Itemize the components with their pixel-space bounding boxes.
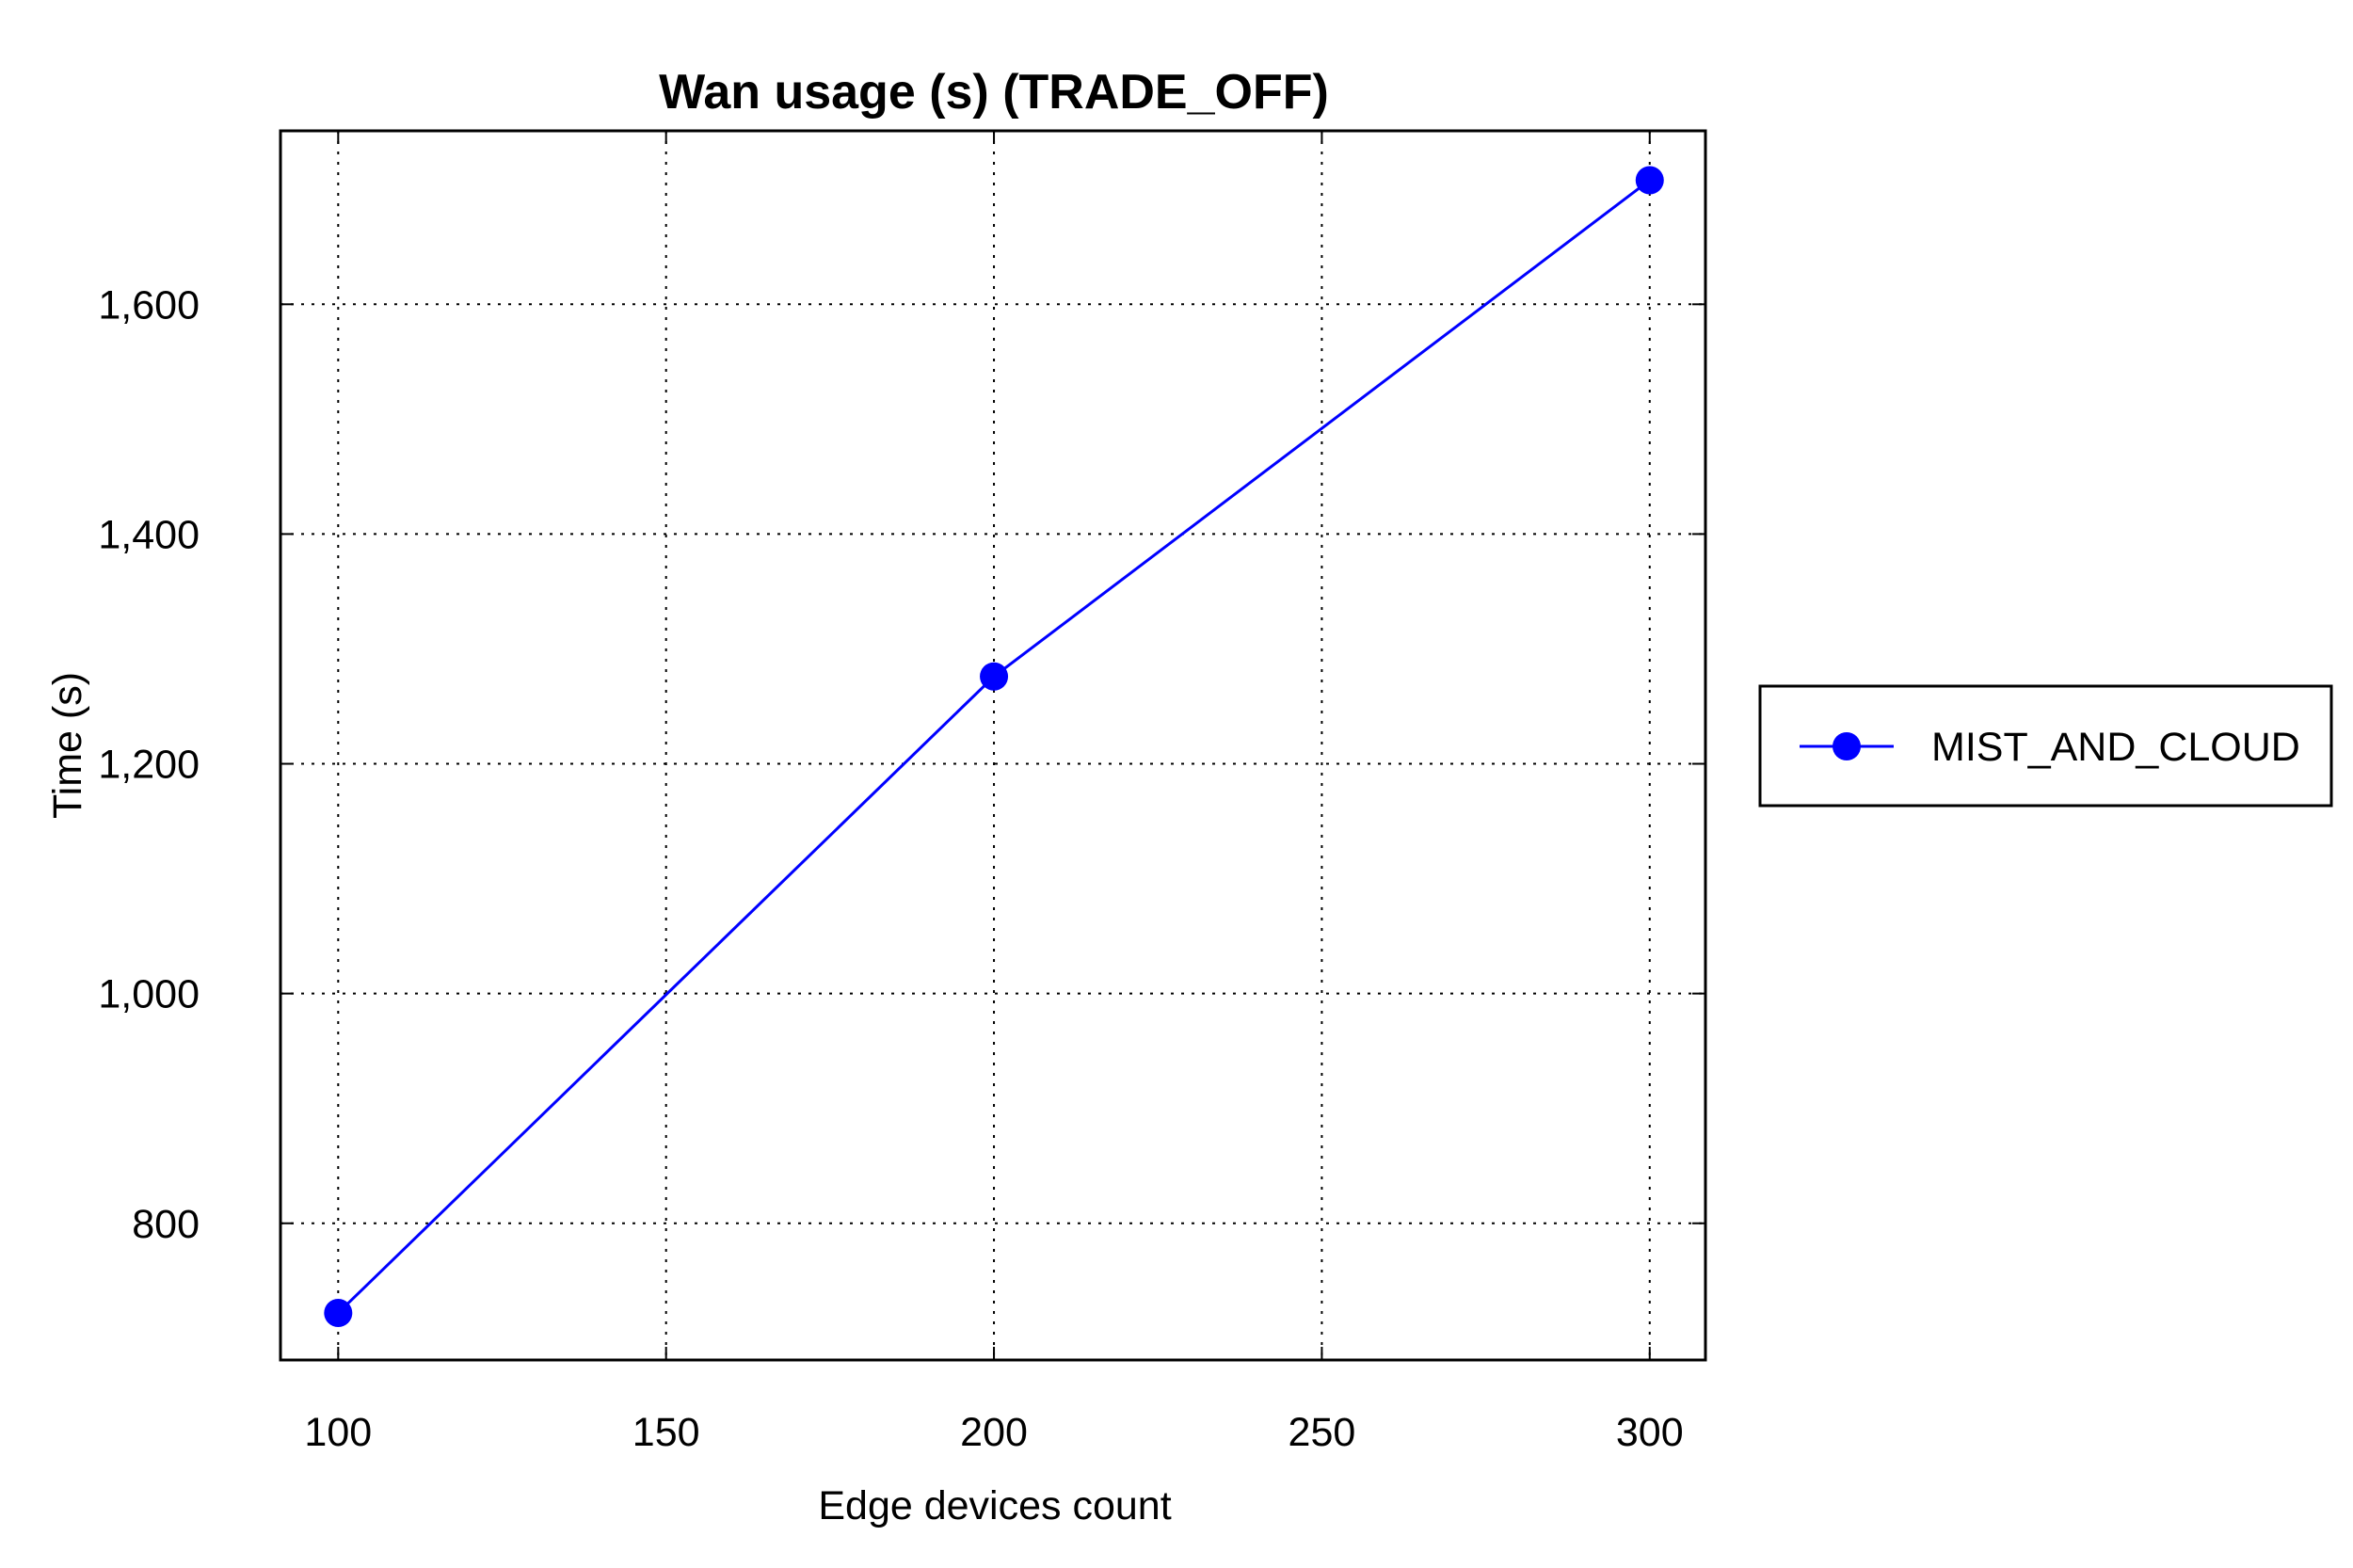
y-tick-labels: 800 1,000 1,200 1,400 1,600 <box>98 282 200 1246</box>
x-tick-labels: 100 150 200 250 300 <box>304 1410 1683 1455</box>
legend-marker <box>1833 732 1861 760</box>
data-series <box>324 166 1664 1327</box>
data-point <box>980 662 1009 691</box>
axis-ticks <box>280 131 1705 1360</box>
x-tick-label: 100 <box>304 1410 372 1455</box>
y-tick-label: 1,600 <box>98 282 200 328</box>
y-tick-label: 1,400 <box>98 512 200 557</box>
x-tick-label: 150 <box>632 1410 700 1455</box>
y-tick-label: 1,000 <box>98 972 200 1017</box>
x-axis-label: Edge devices count <box>818 1483 1171 1528</box>
legend: MIST_AND_CLOUD <box>1758 684 2333 808</box>
y-tick-label: 800 <box>132 1202 200 1247</box>
data-point <box>324 1298 353 1327</box>
plot-area-frame <box>279 129 1707 1362</box>
x-tick-label: 200 <box>960 1410 1028 1455</box>
x-tick-label: 250 <box>1289 1410 1356 1455</box>
x-tick-label: 300 <box>1616 1410 1684 1455</box>
y-tick-label: 1,200 <box>98 743 200 788</box>
legend-label-mist-and-cloud: MIST_AND_CLOUD <box>1931 725 2300 770</box>
y-axis-label: Time (s) <box>45 672 90 819</box>
data-point <box>1635 166 1664 195</box>
chart-title: Wan usage (s) (TRADE_OFF) <box>659 65 1329 120</box>
